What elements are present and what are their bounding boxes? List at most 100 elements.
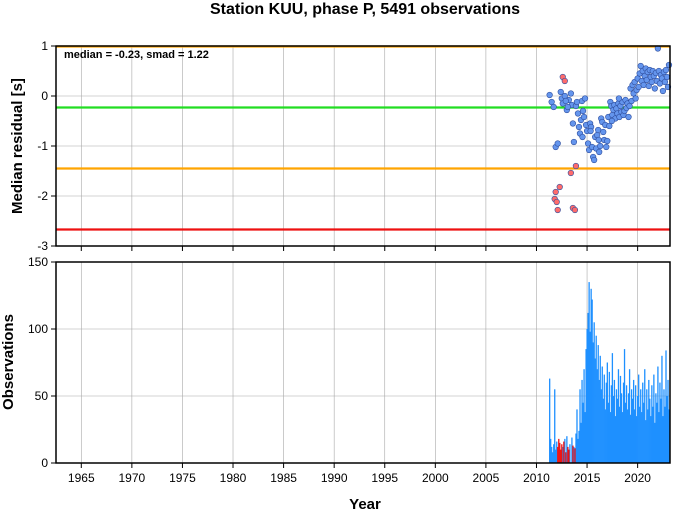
x-tick-label: 1965 bbox=[68, 471, 95, 485]
observation-bar bbox=[622, 382, 625, 463]
stats-annotation: median = -0.23, smad = 1.22 bbox=[64, 49, 209, 61]
y-tick-label: 0 bbox=[41, 456, 48, 470]
x-tick-label: 1980 bbox=[220, 471, 247, 485]
observation-bar bbox=[579, 389, 581, 463]
residual-point bbox=[632, 95, 639, 102]
y-tick-label: 50 bbox=[35, 389, 49, 403]
observation-bar bbox=[608, 371, 611, 463]
observation-bar bbox=[647, 409, 649, 463]
observation-bar bbox=[565, 452, 567, 463]
residual-point bbox=[574, 110, 582, 117]
y-tick-label: -2 bbox=[37, 189, 48, 203]
observation-bar bbox=[648, 379, 650, 463]
observation-bar bbox=[609, 412, 612, 463]
observation-bar bbox=[623, 349, 626, 463]
observation-bar bbox=[594, 358, 596, 463]
observation-bar bbox=[601, 366, 603, 463]
observation-bar bbox=[552, 452, 554, 463]
residual-point bbox=[562, 97, 569, 105]
observation-bar bbox=[600, 389, 602, 463]
observation-bar bbox=[581, 379, 583, 463]
observation-bar bbox=[595, 335, 597, 463]
observation-bar bbox=[657, 366, 659, 463]
observation-bar bbox=[665, 350, 667, 463]
x-tick-label: 2015 bbox=[574, 471, 601, 485]
residual-point bbox=[571, 206, 579, 214]
residual-y-ticks: -3 -2 -1 0 1 bbox=[37, 39, 56, 253]
observation-bar bbox=[560, 449, 562, 463]
observation-bar bbox=[625, 385, 628, 463]
residual-point bbox=[603, 143, 610, 151]
x-tick-label: 1990 bbox=[321, 471, 348, 485]
observation-bar bbox=[563, 441, 565, 463]
observation-bar bbox=[556, 441, 558, 463]
residual-point bbox=[663, 73, 671, 81]
observation-bar bbox=[628, 369, 631, 463]
observation-bar bbox=[629, 414, 632, 463]
observation-bar bbox=[559, 442, 561, 463]
residual-point bbox=[573, 98, 581, 106]
observation-bar bbox=[649, 398, 651, 463]
observation-bar bbox=[627, 393, 630, 463]
observation-bar bbox=[578, 430, 580, 463]
observation-bar bbox=[611, 353, 614, 463]
observation-bar bbox=[618, 406, 621, 463]
observations-y-ticks: 0 50 100 150 bbox=[28, 255, 56, 470]
observation-bar bbox=[590, 288, 592, 463]
observation-bar bbox=[584, 412, 586, 463]
observation-bar bbox=[592, 342, 594, 463]
residual-point bbox=[606, 122, 613, 130]
observation-bar bbox=[626, 409, 629, 463]
observation-bar bbox=[580, 422, 582, 463]
residual-point bbox=[595, 136, 602, 144]
observation-bar bbox=[614, 416, 617, 463]
residual-point bbox=[659, 87, 667, 95]
observation-bar bbox=[574, 448, 576, 463]
observation-bar bbox=[642, 382, 644, 463]
residual-point bbox=[604, 137, 611, 145]
chart-title: Station KUU, phase P, 5491 observations bbox=[210, 1, 520, 18]
observation-bar bbox=[612, 396, 615, 463]
observation-bar bbox=[564, 438, 566, 463]
x-tick-label: 2010 bbox=[523, 471, 550, 485]
observation-bar bbox=[568, 449, 570, 463]
observation-bar bbox=[598, 379, 600, 463]
observation-bar bbox=[573, 446, 575, 463]
observation-bar bbox=[640, 389, 642, 463]
observation-bar bbox=[619, 375, 622, 463]
observations-bars bbox=[549, 282, 670, 463]
observation-bar bbox=[549, 378, 551, 463]
x-tick-label: 2005 bbox=[473, 471, 500, 485]
y-tick-label: 0 bbox=[41, 89, 48, 103]
observation-bar bbox=[551, 446, 553, 463]
residual-point bbox=[572, 162, 580, 170]
residual-point bbox=[557, 88, 564, 96]
observation-bar bbox=[646, 389, 648, 463]
residual-point bbox=[648, 78, 655, 86]
observation-bar bbox=[651, 385, 653, 463]
residual-point bbox=[662, 66, 670, 74]
residual-points bbox=[546, 45, 673, 214]
observation-bar bbox=[635, 385, 637, 463]
observation-bar bbox=[571, 437, 573, 463]
residual-point bbox=[584, 140, 592, 147]
observation-bar bbox=[610, 385, 613, 463]
observation-bar bbox=[569, 444, 571, 463]
residual-point bbox=[591, 156, 598, 164]
observation-bar bbox=[589, 331, 591, 463]
residual-x-ticks bbox=[80, 246, 639, 251]
residual-point bbox=[596, 148, 603, 156]
observation-bar bbox=[572, 445, 574, 463]
residual-point bbox=[580, 113, 588, 121]
residual-point bbox=[564, 103, 571, 111]
residual-point bbox=[567, 169, 574, 177]
observation-bar bbox=[650, 416, 652, 463]
x-tick-label: 1970 bbox=[119, 471, 146, 485]
observation-bar bbox=[668, 409, 670, 463]
observation-bar bbox=[604, 409, 606, 463]
residual-point bbox=[567, 90, 574, 97]
observation-bar bbox=[561, 444, 563, 463]
observation-bar bbox=[555, 449, 557, 463]
observation-bar bbox=[639, 406, 641, 463]
x-tick-label: 1995 bbox=[371, 471, 398, 485]
